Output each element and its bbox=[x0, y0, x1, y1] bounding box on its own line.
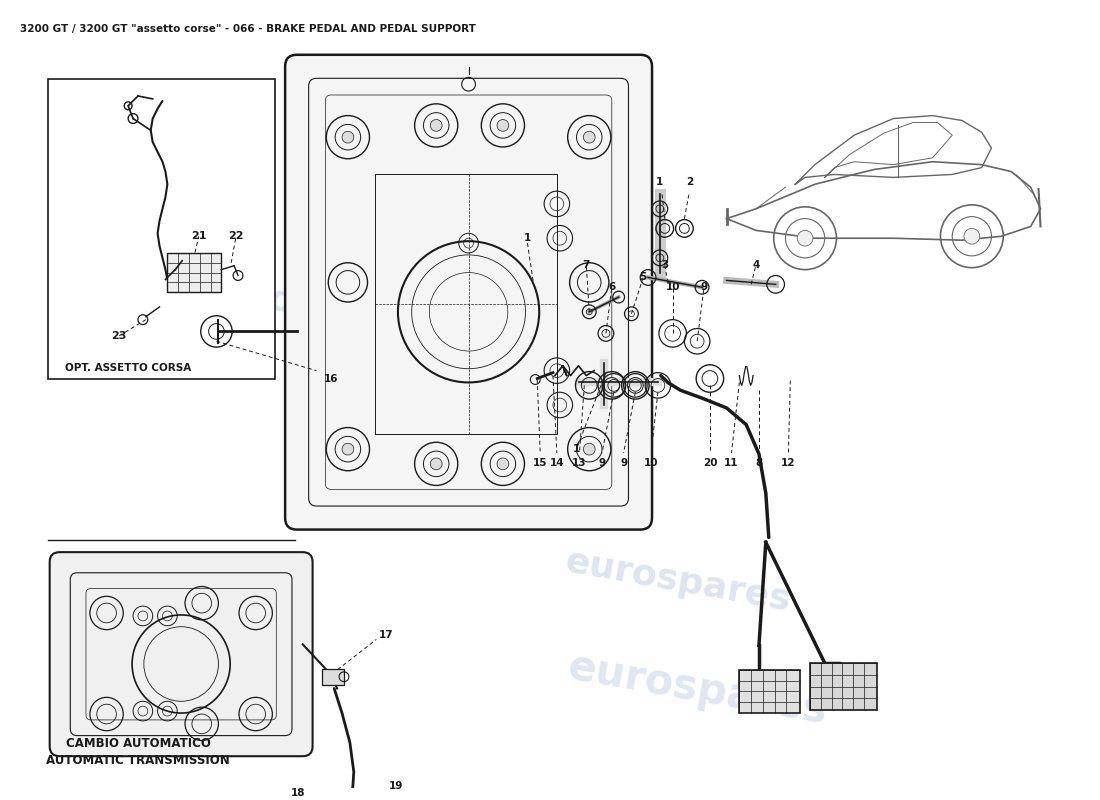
FancyBboxPatch shape bbox=[50, 552, 312, 756]
Circle shape bbox=[964, 229, 980, 244]
Bar bbox=[167, 253, 221, 292]
Text: 1: 1 bbox=[524, 234, 531, 243]
Text: 9: 9 bbox=[620, 458, 627, 468]
Text: 15: 15 bbox=[532, 458, 548, 468]
Text: CAMBIO AUTOMATICO: CAMBIO AUTOMATICO bbox=[66, 737, 210, 750]
Circle shape bbox=[583, 443, 595, 455]
Circle shape bbox=[497, 458, 509, 470]
Circle shape bbox=[798, 230, 813, 246]
FancyBboxPatch shape bbox=[285, 54, 652, 530]
Text: 4: 4 bbox=[752, 260, 760, 270]
Bar bbox=[739, 670, 800, 713]
Text: 21: 21 bbox=[191, 231, 207, 242]
Text: 3200 GT / 3200 GT "assetto corse" - 066 - BRAKE PEDAL AND PEDAL SUPPORT: 3200 GT / 3200 GT "assetto corse" - 066 … bbox=[20, 24, 476, 34]
Text: 16: 16 bbox=[324, 374, 339, 383]
Text: 12: 12 bbox=[781, 458, 795, 468]
Circle shape bbox=[342, 443, 354, 455]
Text: 9: 9 bbox=[598, 458, 606, 468]
Text: 3: 3 bbox=[661, 260, 669, 270]
Text: 22: 22 bbox=[229, 231, 244, 242]
Text: 17: 17 bbox=[378, 630, 394, 639]
Circle shape bbox=[497, 119, 509, 131]
Bar bbox=[322, 669, 344, 685]
Text: eurospares: eurospares bbox=[564, 646, 830, 733]
Text: 2: 2 bbox=[685, 178, 693, 187]
Bar bbox=[375, 174, 557, 434]
Text: 8: 8 bbox=[756, 458, 762, 468]
Text: 9: 9 bbox=[701, 282, 707, 292]
Text: 23: 23 bbox=[111, 331, 126, 342]
Text: 20: 20 bbox=[703, 458, 717, 468]
Text: OPT. ASSETTO CORSA: OPT. ASSETTO CORSA bbox=[65, 362, 191, 373]
Text: eurospares: eurospares bbox=[199, 270, 430, 343]
Circle shape bbox=[430, 119, 442, 131]
Circle shape bbox=[430, 458, 442, 470]
Text: 1: 1 bbox=[573, 444, 580, 454]
Text: 10: 10 bbox=[644, 458, 658, 468]
Text: 11: 11 bbox=[724, 458, 739, 468]
Text: 5: 5 bbox=[639, 273, 647, 282]
Circle shape bbox=[583, 131, 595, 143]
Text: 10: 10 bbox=[666, 282, 680, 292]
Text: 6: 6 bbox=[608, 282, 615, 292]
Text: eurospares: eurospares bbox=[562, 545, 793, 618]
Text: 1: 1 bbox=[657, 178, 663, 187]
Text: 13: 13 bbox=[572, 458, 586, 468]
Text: AUTOMATIC TRANSMISSION: AUTOMATIC TRANSMISSION bbox=[46, 754, 230, 766]
Polygon shape bbox=[727, 162, 1041, 240]
Text: 14: 14 bbox=[550, 458, 564, 468]
Text: 7: 7 bbox=[583, 260, 590, 270]
Bar bbox=[47, 79, 275, 378]
Bar bbox=[810, 663, 877, 710]
Circle shape bbox=[342, 131, 354, 143]
Text: 19: 19 bbox=[388, 781, 404, 790]
Text: 18: 18 bbox=[290, 789, 305, 798]
